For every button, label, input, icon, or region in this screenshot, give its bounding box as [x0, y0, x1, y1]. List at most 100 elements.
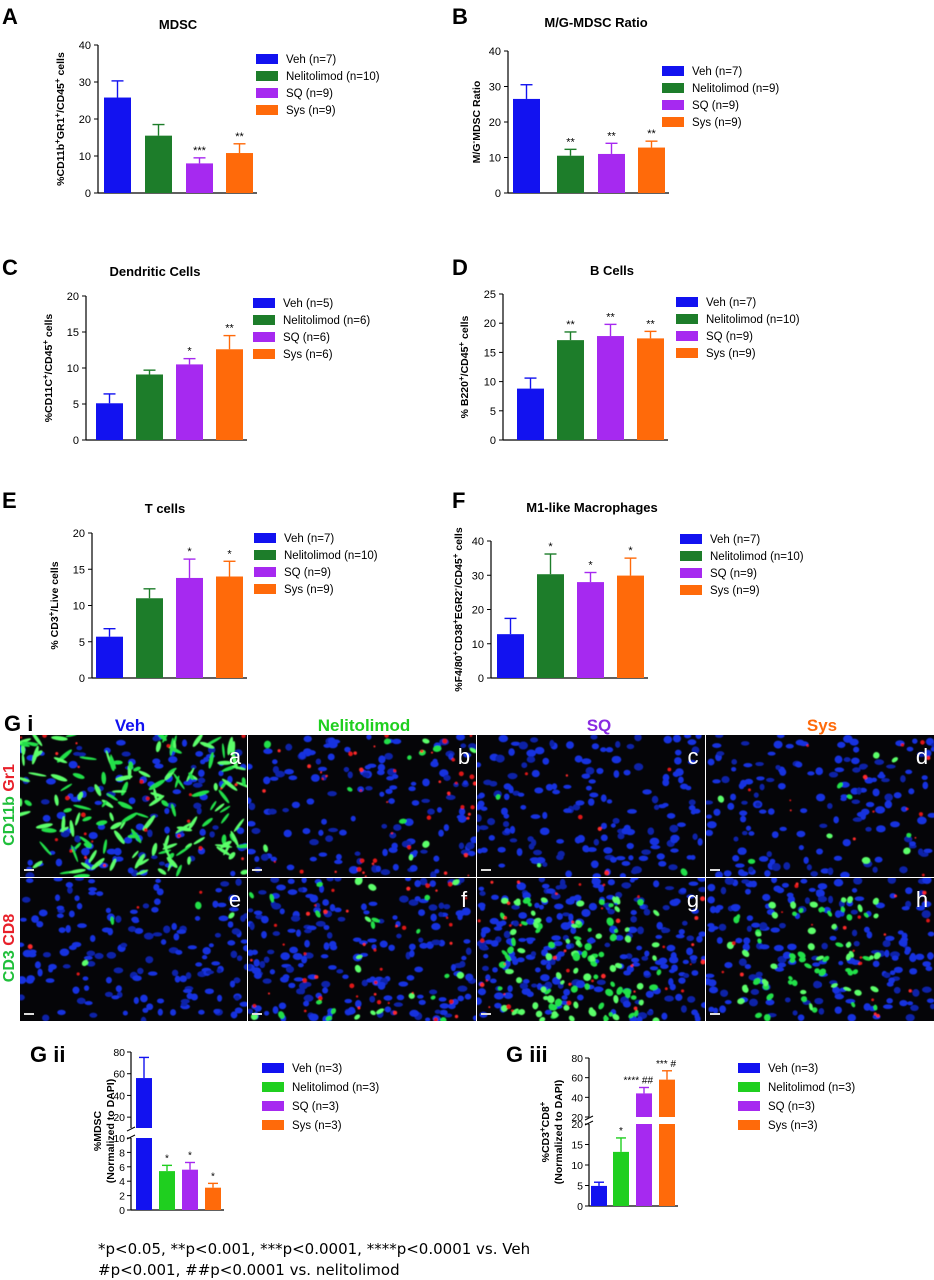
legend-swatch — [253, 298, 275, 308]
significance-label: * — [619, 1126, 623, 1137]
scale-bar — [24, 869, 34, 871]
micrograph-tile-g: g — [477, 878, 705, 1021]
panel-label: D — [452, 255, 468, 280]
legend-entry: Nelitolimod (n=3) — [292, 1082, 379, 1094]
significance-label: * — [165, 1153, 169, 1164]
panel-label: A — [2, 4, 18, 29]
y-tick-label: 20 — [79, 114, 91, 126]
y-tick-label: 20 — [67, 291, 79, 303]
micrograph-tile-d: d — [706, 735, 934, 877]
legend-entry: Sys (n=9) — [692, 117, 742, 129]
legend-swatch — [738, 1120, 760, 1130]
significance-label: *** — [193, 145, 207, 157]
y-tick-label: 40 — [113, 1090, 125, 1102]
legend-swatch — [262, 1101, 284, 1111]
legend-swatch — [680, 534, 702, 544]
bar-0 — [513, 98, 540, 193]
bar-2 — [577, 582, 604, 678]
micrograph-cells — [477, 735, 703, 877]
legend-entry: Nelitolimod (n=10) — [710, 551, 804, 563]
micrograph-column-label: Veh — [115, 716, 145, 735]
legend-swatch — [262, 1063, 284, 1073]
legend-entry: Veh (n=7) — [710, 534, 760, 546]
footnote-stats-vs-nelitolimod: #p<0.001, ##p<0.0001 vs. nelitolimod — [98, 1261, 400, 1279]
micrograph-background — [248, 735, 476, 877]
y-tick-label: 10 — [571, 1160, 583, 1172]
bar-3 — [617, 575, 644, 678]
significance-label: ** — [235, 131, 244, 143]
scale-bar — [252, 1013, 262, 1015]
legend-swatch — [254, 567, 276, 577]
significance-label: ** — [646, 318, 655, 330]
chart-title: MDSC — [159, 17, 198, 32]
legend-entry: Veh (n=3) — [768, 1063, 818, 1075]
micrograph-cells — [20, 878, 247, 1021]
legend-swatch — [662, 66, 684, 76]
micrograph-cells — [248, 735, 476, 877]
significance-label: ** — [647, 128, 656, 140]
scale-bar — [24, 1013, 34, 1015]
bar-0-upper — [136, 1078, 152, 1128]
legend-swatch — [254, 584, 276, 594]
y-tick-label: 2 — [119, 1191, 125, 1203]
legend-swatch — [676, 348, 698, 358]
chart-title: M/G-MDSC Ratio — [544, 15, 647, 30]
legend-swatch — [253, 315, 275, 325]
bar-3 — [216, 576, 243, 678]
y-axis-label: %CD11b+GR1+/CD45+ cells — [53, 52, 67, 186]
significance-label: * — [211, 1171, 215, 1182]
bar-1 — [557, 340, 584, 440]
legend-entry: SQ (n=9) — [284, 567, 331, 579]
legend-entry: Veh (n=7) — [286, 54, 336, 66]
legend-entry: Nelitolimod (n=10) — [706, 314, 800, 326]
significance-label: **** ## — [624, 1076, 654, 1087]
scale-bar — [252, 869, 262, 871]
legend-entry: Sys (n=9) — [710, 585, 760, 597]
y-tick-label: 0 — [85, 188, 91, 200]
bar-1 — [613, 1151, 629, 1206]
chart-panel-c: C Dendritic Cells 0 5 10 15 20 %CD11C+/CD45+ ce… — [2, 255, 370, 447]
legend-swatch — [253, 349, 275, 359]
legend-swatch — [662, 83, 684, 93]
bar-2 — [598, 153, 625, 193]
y-tick-label: 10 — [489, 153, 501, 165]
y-tick-label: 20 — [489, 117, 501, 129]
y-tick-label: 0 — [119, 1205, 125, 1217]
panel-label: G iii — [506, 1042, 548, 1067]
y-tick-label: 30 — [472, 570, 484, 582]
chart-panel-e: E T cells 0 5 10 15 20 % CD3+/Live cells * * Veh (… — [2, 488, 378, 685]
micrograph-tile-e: e — [20, 878, 247, 1021]
panel-label: C — [2, 255, 18, 280]
significance-label: * — [628, 545, 633, 557]
y-tick-label: 0 — [495, 188, 501, 200]
axis-break-mark — [584, 1115, 594, 1121]
panel-label: F — [452, 488, 465, 513]
significance-label: ** — [566, 136, 575, 148]
y-tick-label: 15 — [484, 347, 496, 359]
micrograph-column-label: Nelitolimod — [318, 716, 411, 735]
bar-0 — [591, 1185, 607, 1206]
micrograph-background — [248, 878, 476, 1021]
micrograph-background — [20, 878, 247, 1021]
y-axis-label: %CD3+CD8+ — [538, 1101, 552, 1162]
y-tick-label: 5 — [490, 406, 496, 418]
y-tick-label: 60 — [571, 1073, 583, 1085]
bar-0 — [497, 634, 524, 678]
y-tick-label: 25 — [484, 289, 496, 301]
y-axis-label: % CD3+/Live cells — [47, 561, 61, 649]
chart-title: M1-like Macrophages — [526, 500, 658, 515]
chart-panel-d: D B Cells 0 5 10 15 20 25 % B220+/CD45+ cells ** *… — [452, 255, 800, 447]
legend-swatch — [680, 551, 702, 561]
bar-3-lower — [659, 1124, 675, 1206]
legend-entry: Nelitolimod (n=10) — [284, 550, 378, 562]
micrograph-tile-letter: e — [229, 887, 241, 912]
bar-3 — [637, 338, 664, 440]
micrograph-tile-h: h — [706, 878, 934, 1021]
legend-swatch — [262, 1120, 284, 1130]
y-tick-label: 15 — [571, 1140, 583, 1152]
scale-bar — [481, 869, 491, 871]
micrograph-row-label: CD11b Gr1 — [1, 764, 18, 846]
y-tick-label: 10 — [484, 377, 496, 389]
